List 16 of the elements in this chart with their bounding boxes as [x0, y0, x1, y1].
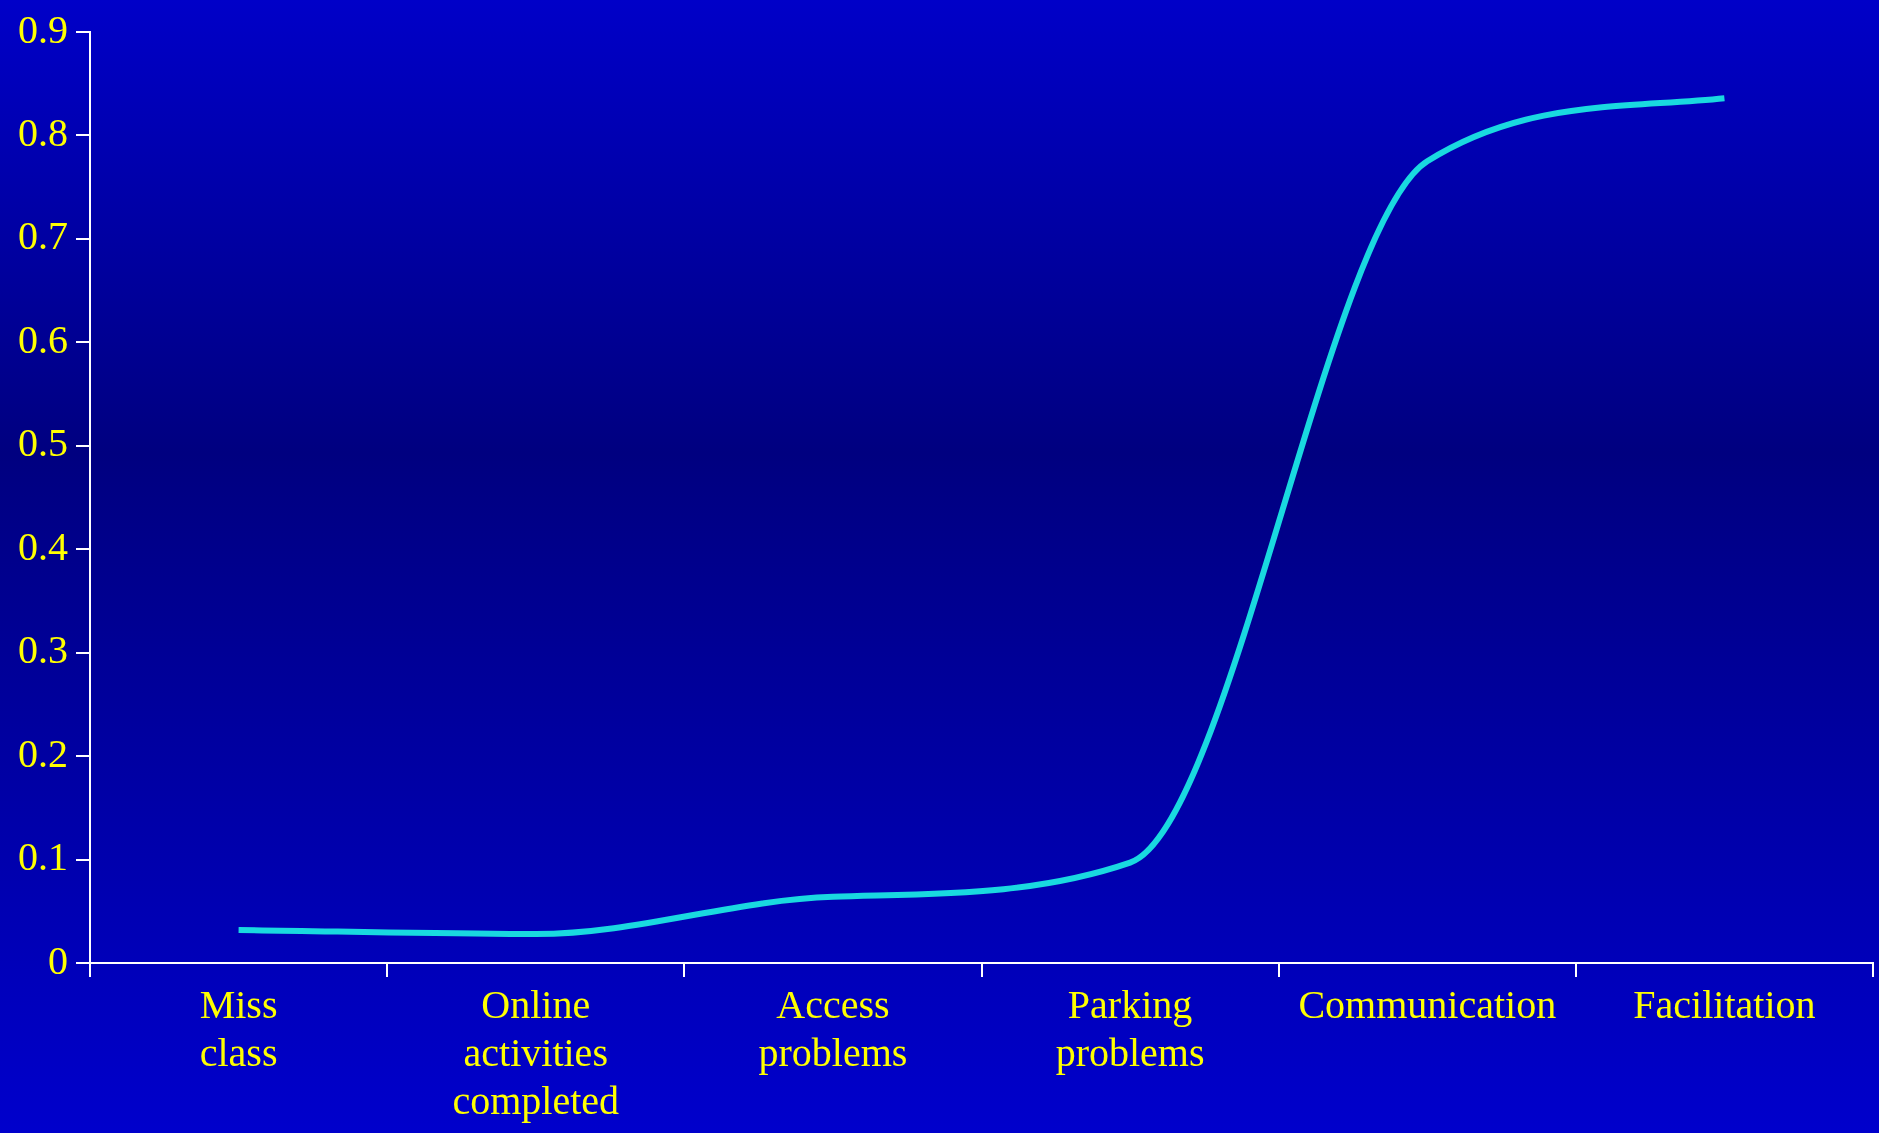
y-tick-label: 0.6: [18, 316, 68, 362]
y-tick-label: 0.2: [18, 730, 68, 776]
y-tick-label: 0.8: [18, 109, 68, 155]
y-tick-label: 0: [48, 937, 68, 983]
y-tick-label: 0.1: [18, 834, 68, 880]
x-tick-label: Facilitation: [1633, 981, 1816, 1027]
y-tick-label: 0.4: [18, 523, 68, 569]
y-tick-label: 0.5: [18, 420, 68, 466]
y-tick-label: 0.9: [18, 6, 68, 52]
x-tick-label: Communication: [1298, 981, 1557, 1027]
x-tick-label: Online activities completed: [452, 981, 620, 1123]
y-tick-label: 0.3: [18, 627, 68, 673]
x-tick-label: Access problems: [758, 981, 908, 1075]
x-tick-label: Miss class: [199, 981, 278, 1075]
x-tick-label: Parking problems: [1055, 981, 1205, 1075]
y-tick-label: 0.7: [18, 213, 68, 259]
